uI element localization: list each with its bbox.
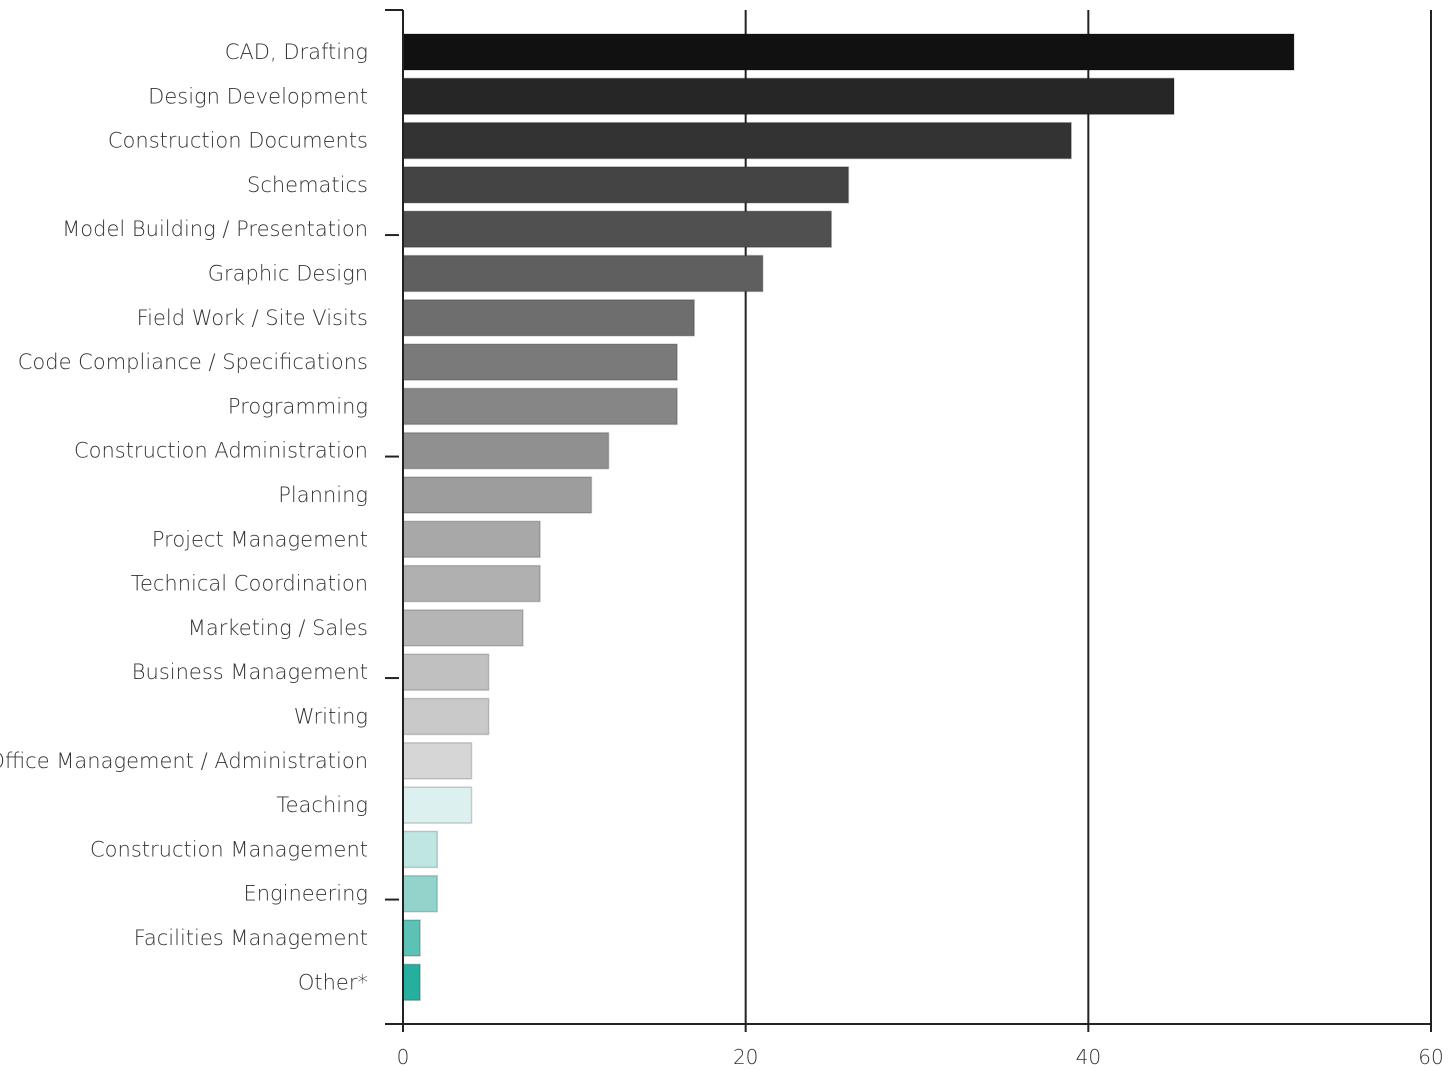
- category-label: Schematics: [247, 173, 368, 197]
- bar: [402, 476, 593, 514]
- bar: [402, 653, 490, 691]
- bar: [402, 431, 610, 470]
- x-tick-label: 0: [397, 1045, 410, 1067]
- bars: [402, 33, 1295, 1002]
- category-label: Construction Management: [90, 837, 368, 861]
- x-tick-label: 20: [733, 1045, 758, 1067]
- category-labels: CAD, Drafting Design Development Construct…: [0, 40, 368, 994]
- bar: [402, 387, 678, 426]
- bar: [402, 166, 850, 204]
- category-label: Writing: [294, 705, 368, 729]
- category-label: Graphic Design: [208, 262, 368, 286]
- category-label: Marketing / Sales: [188, 616, 368, 640]
- category-label: Field Work / Site Visits: [137, 306, 368, 330]
- category-label: Facilities Management: [134, 926, 368, 950]
- bar: [402, 919, 421, 957]
- x-tick-labels: 0 20 40 60: [397, 1045, 1444, 1069]
- category-label: Construction Documents: [108, 129, 368, 153]
- category-label: Planning: [278, 483, 368, 507]
- category-label: Design Development: [148, 84, 368, 108]
- bar: [402, 786, 473, 824]
- gridlines: [744, 10, 1432, 1024]
- bar: [402, 697, 490, 736]
- bar: [402, 299, 696, 337]
- bar: [402, 874, 439, 913]
- category-label: Business Management: [132, 660, 368, 684]
- category-label: Technical Coordination: [131, 572, 368, 596]
- bar: [402, 210, 833, 248]
- category-label: Programming: [228, 394, 368, 418]
- bar: [402, 830, 439, 869]
- bar: [402, 254, 764, 293]
- category-label: Teaching: [276, 793, 368, 817]
- category-label: Engineering: [243, 882, 368, 906]
- category-label: CAD, Drafting: [225, 40, 368, 64]
- category-label: Project Management: [152, 527, 368, 551]
- category-label: Code Compliance / Specifications: [18, 350, 368, 374]
- bar: [402, 609, 524, 647]
- x-tick-label: 60: [1418, 1045, 1443, 1067]
- bar: [402, 121, 1072, 160]
- bar: [402, 742, 473, 780]
- x-tick-label: 40: [1076, 1045, 1101, 1067]
- bar: [402, 564, 541, 603]
- bar: [402, 520, 541, 559]
- bar: [402, 963, 421, 1002]
- category-label: Model Building / Presentation: [62, 217, 368, 241]
- category-label: Other*: [298, 970, 368, 994]
- axes: [385, 9, 1432, 1032]
- bar: [402, 343, 678, 381]
- bar: [402, 77, 1175, 116]
- bar: [402, 33, 1295, 71]
- category-label: Office Management / Administration: [0, 749, 368, 773]
- category-label: Construction Administration: [74, 439, 368, 463]
